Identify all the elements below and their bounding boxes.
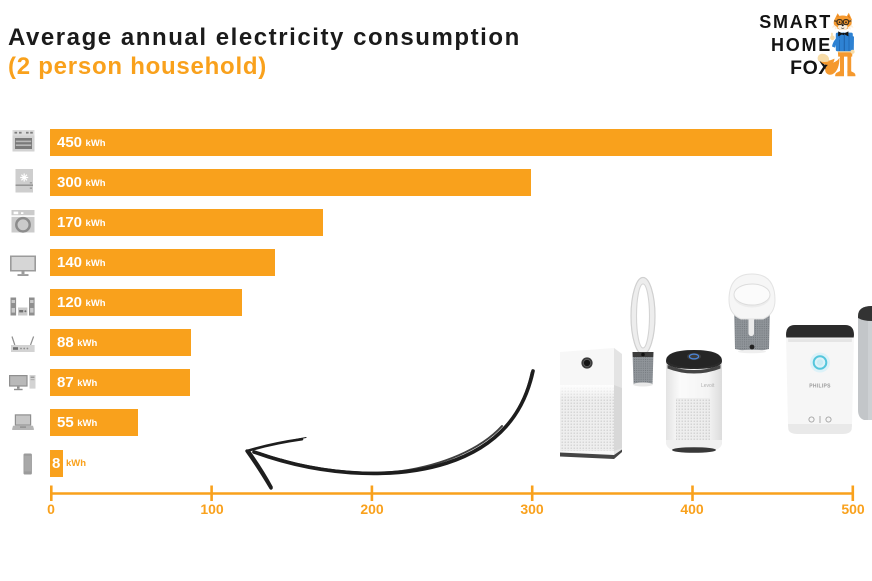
svg-text:PHILIPS: PHILIPS (809, 384, 831, 390)
svg-text:Levoit: Levoit (701, 383, 715, 389)
